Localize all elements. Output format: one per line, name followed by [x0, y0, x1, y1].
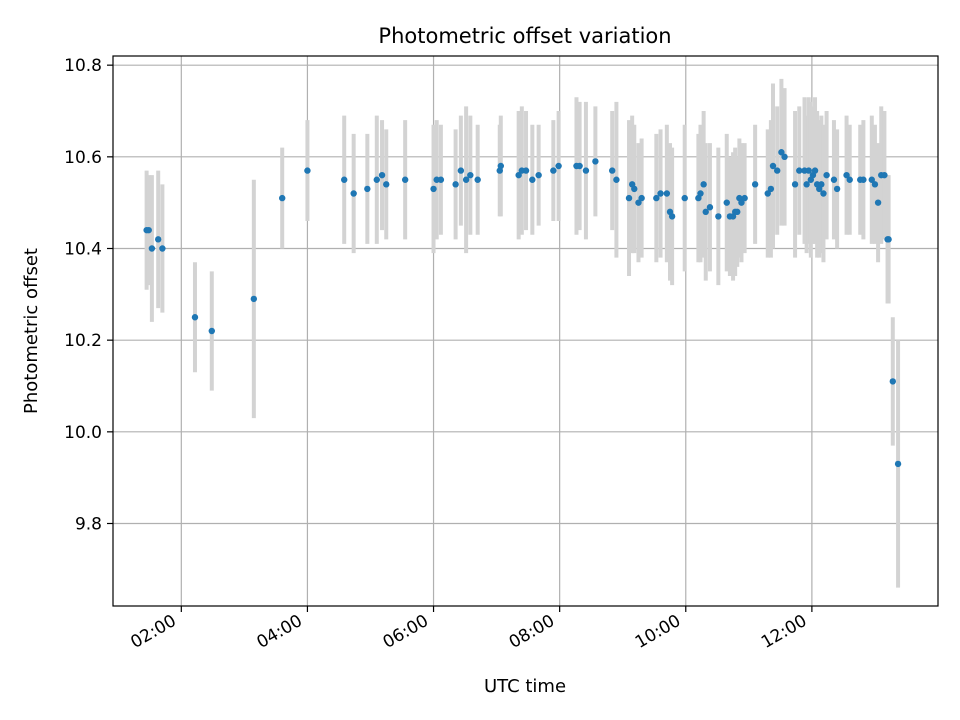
data-point: [341, 176, 348, 183]
data-point: [154, 236, 162, 243]
data-point: [631, 185, 638, 193]
y-tick-label: 10.6: [64, 148, 102, 168]
data-point: [881, 171, 888, 179]
plot-frame: [112, 55, 939, 607]
chart-title: Photometric offset variation: [378, 24, 671, 48]
data-point: [555, 162, 562, 170]
data-point: [778, 149, 785, 156]
data-point: [191, 314, 199, 321]
data-point: [208, 327, 215, 335]
data-point: [304, 167, 311, 174]
data-point: [529, 176, 536, 183]
data-point: [467, 171, 474, 179]
data-point: [818, 181, 825, 188]
data-point: [657, 190, 664, 197]
data-point: [734, 208, 741, 216]
data-point: [774, 167, 781, 174]
data-point: [860, 176, 867, 183]
data-point: [279, 194, 286, 202]
data-point: [706, 204, 714, 211]
data-point: [250, 295, 258, 303]
data-point: [609, 167, 616, 174]
data-point: [159, 245, 166, 252]
y-tick-label: 10.0: [64, 423, 102, 443]
data-point: [823, 171, 830, 179]
data-point: [871, 181, 879, 188]
y-tick-label: 10.8: [64, 56, 102, 76]
data-point: [846, 176, 853, 183]
data-point: [430, 185, 437, 193]
y-tick-label: 9.8: [75, 515, 102, 535]
data-point: [885, 236, 892, 243]
y-axis-label: Photometric offset: [21, 248, 42, 414]
data-point: [796, 167, 803, 174]
data-point: [767, 185, 775, 193]
data-point: [697, 190, 704, 197]
data-point: [401, 176, 409, 183]
data-point: [576, 162, 583, 170]
data-points: [143, 149, 902, 468]
y-tick-label: 10.2: [64, 331, 102, 351]
data-point: [723, 199, 730, 206]
data-point: [681, 194, 688, 202]
data-point: [715, 213, 722, 220]
data-point: [668, 213, 676, 220]
y-tick-label: 10.4: [64, 240, 102, 260]
data-point: [582, 167, 590, 174]
data-point: [497, 162, 505, 170]
data-point: [364, 185, 371, 193]
data-point: [889, 378, 897, 385]
x-axis-label: UTC time: [484, 676, 566, 697]
data-point: [452, 181, 459, 188]
data-point: [592, 158, 599, 165]
data-point: [868, 176, 875, 183]
data-point: [874, 199, 882, 206]
data-point: [148, 245, 156, 252]
y-axis-ticks: 9.8 10.0 10.2 10.4 10.6 10.8: [64, 56, 113, 535]
data-point: [638, 194, 645, 202]
data-point: [383, 181, 390, 188]
data-point: [457, 167, 465, 174]
data-point: [437, 176, 445, 183]
data-point: [378, 171, 386, 179]
data-point: [833, 185, 841, 193]
data-point: [625, 194, 633, 202]
data-point: [635, 199, 642, 206]
data-point: [550, 167, 557, 174]
data-point: [820, 190, 827, 197]
data-point: [769, 162, 777, 170]
data-point: [653, 194, 660, 202]
data-point: [843, 171, 850, 179]
data-point: [145, 226, 152, 234]
data-point: [805, 167, 812, 174]
data-point: [751, 181, 759, 188]
data-point: [741, 194, 748, 202]
data-point: [613, 176, 620, 183]
data-point: [738, 199, 745, 206]
data-point: [764, 190, 771, 197]
data-point: [350, 190, 357, 197]
data-point: [781, 153, 788, 161]
data-point: [462, 176, 470, 183]
data-point: [373, 176, 380, 183]
data-point: [474, 176, 481, 183]
data-point: [663, 190, 671, 197]
data-point: [811, 167, 819, 174]
data-point: [515, 171, 522, 179]
data-point: [535, 171, 542, 179]
data-point: [522, 167, 530, 174]
data-point: [894, 460, 902, 468]
data-point: [791, 181, 799, 188]
data-point: [702, 208, 709, 216]
data-point: [700, 181, 707, 188]
data-point: [803, 181, 810, 188]
data-point: [830, 176, 838, 183]
